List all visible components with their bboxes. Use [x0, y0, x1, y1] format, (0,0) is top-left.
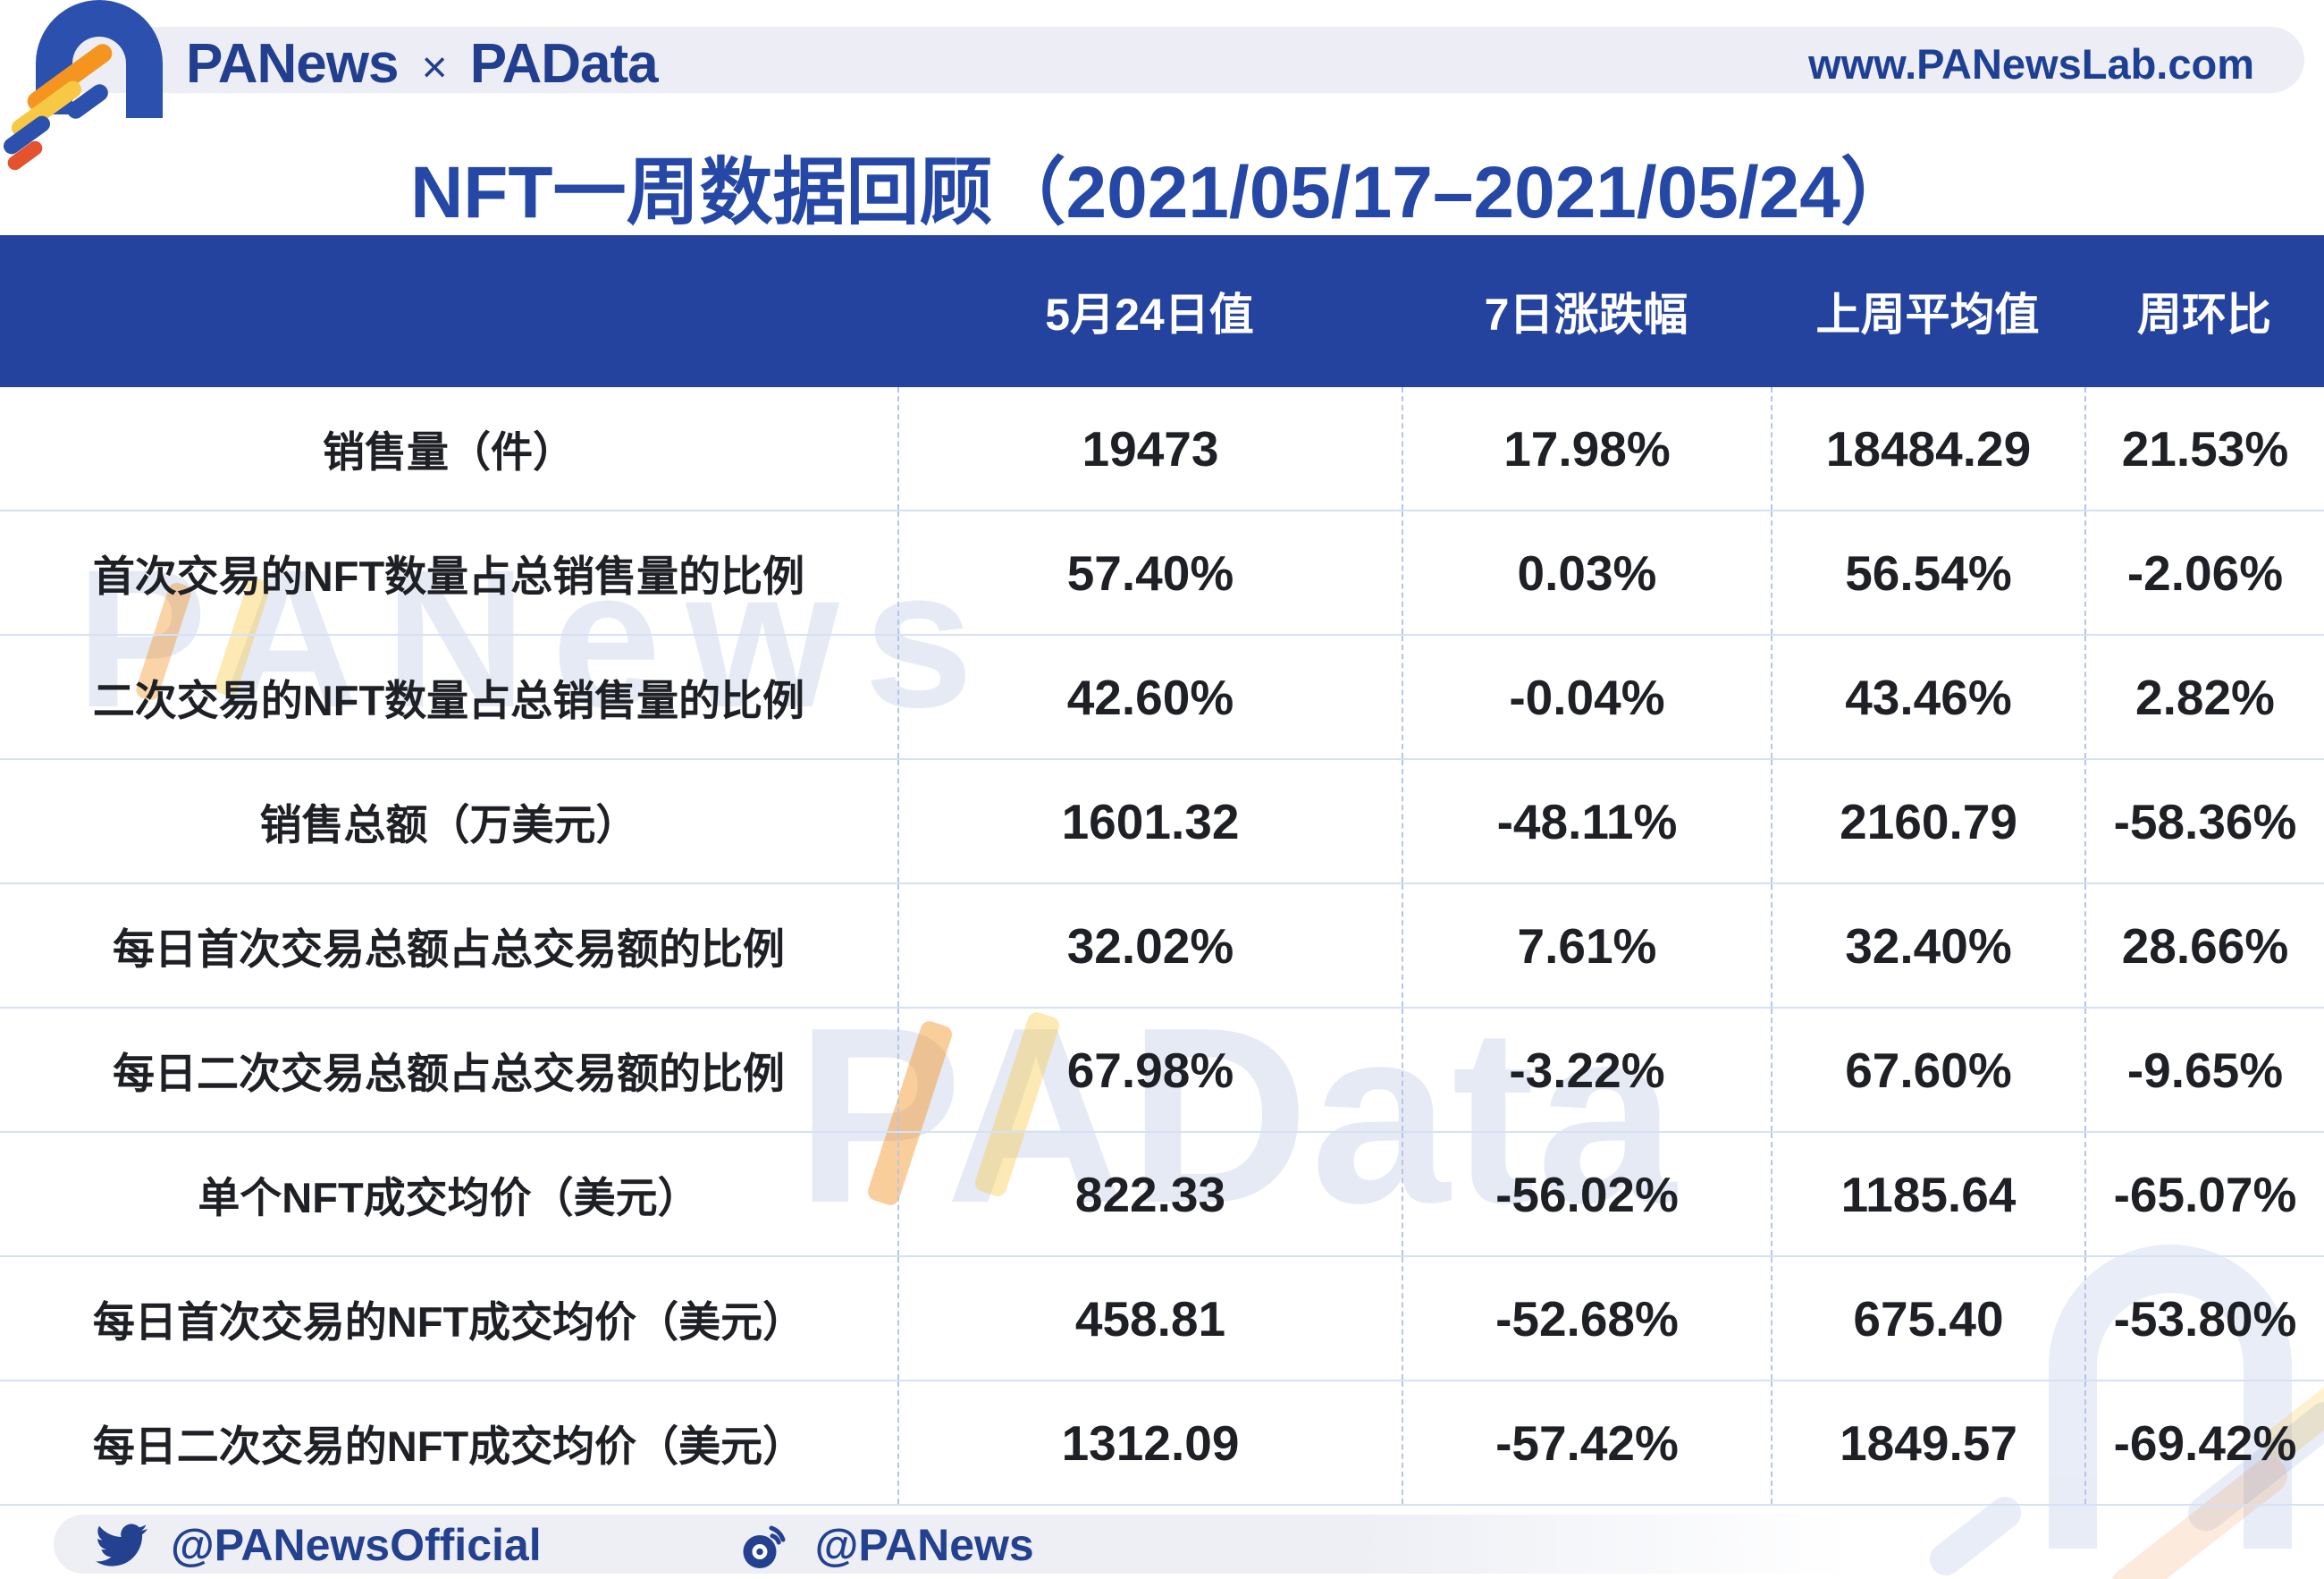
- cell-value: 1849.57: [1771, 1381, 2084, 1504]
- data-table: 5月24日值 7日涨跌幅 上周平均值 周环比 销售量（件） 19473 17.9…: [0, 235, 2324, 1506]
- row-label: 销售总额（万美元）: [259, 801, 638, 849]
- page-title: NFT一周数据回顾（2021/05/17–2021/05/24）: [410, 152, 1914, 233]
- cell-value: 822.33: [897, 1133, 1402, 1255]
- cell-value: 2.82%: [2084, 636, 2324, 758]
- watermark-padata-text: PAData: [796, 976, 1679, 1255]
- cell-value: 43.46%: [1771, 636, 2084, 758]
- cell-value: 67.60%: [1771, 1009, 2084, 1131]
- cell-value: -57.42%: [1402, 1381, 1771, 1504]
- table-row: 销售量（件） 19473 17.98% 18484.29 21.53%: [0, 387, 2324, 511]
- cell-value: 675.40: [1771, 1257, 2084, 1380]
- cell-value: 19473: [897, 387, 1402, 510]
- brand-panews: PANews: [186, 33, 399, 95]
- cell-value: -48.11%: [1402, 760, 1771, 882]
- table-row: 每日首次交易总额占总交易额的比例 32.02% 7.61% 32.40% 28.…: [0, 884, 2324, 1009]
- cell-value: 67.98%: [897, 1009, 1402, 1131]
- cell-value: 32.02%: [897, 884, 1402, 1007]
- cell-value: 1312.09: [897, 1381, 1402, 1504]
- row-label: 每日二次交易总额占总交易额的比例: [113, 1050, 785, 1097]
- cell-value: -0.04%: [1402, 636, 1771, 758]
- table-row: 首次交易的NFT数量占总销售量的比例 57.40% 0.03% 56.54% -…: [0, 511, 2324, 636]
- brand-multiply-sign: ×: [421, 42, 448, 92]
- weibo-handle: @PANews: [814, 1520, 1034, 1570]
- column-header: 7日涨跌幅: [1484, 290, 1688, 340]
- cell-value: 18484.29: [1771, 387, 2084, 510]
- column-header: 周环比: [2137, 290, 2271, 340]
- row-label: 每日首次交易总额占总交易额的比例: [113, 925, 785, 973]
- table-row: 销售总额（万美元） 1601.32 -48.11% 2160.79 -58.36…: [0, 760, 2324, 884]
- top-bar-strip: [52, 27, 2304, 93]
- weibo-icon: [743, 1525, 786, 1568]
- panews-logo-icon: [0, 0, 183, 173]
- cell-value: -2.06%: [2084, 511, 2324, 634]
- table-row: 单个NFT成交均价（美元） 822.33 -56.02% 1185.64 -65…: [0, 1133, 2324, 1257]
- column-header: 5月24日值: [1045, 290, 1254, 340]
- cell-value: -52.68%: [1402, 1257, 1771, 1380]
- row-label: 每日二次交易的NFT成交均价（美元）: [92, 1423, 805, 1470]
- table-row: 每日二次交易的NFT成交均价（美元） 1312.09 -57.42% 1849.…: [0, 1381, 2324, 1506]
- cell-value: -58.36%: [2084, 760, 2324, 882]
- cell-value: -3.22%: [1402, 1009, 1771, 1131]
- column-header-empty: [0, 235, 897, 387]
- row-label: 二次交易的NFT数量占总销售量的比例: [92, 677, 805, 724]
- logo-arch-leg: [126, 89, 163, 118]
- column-header: 上周平均值: [1815, 290, 2040, 340]
- brand-padata: PAData: [469, 33, 659, 95]
- table-header-row: 5月24日值 7日涨跌幅 上周平均值 周环比: [0, 235, 2324, 387]
- cell-value: -9.65%: [2084, 1009, 2324, 1131]
- cell-value: 2160.79: [1771, 760, 2084, 882]
- twitter-handle: @PANewsOfficial: [171, 1520, 542, 1570]
- social-bar: @PANewsOfficial @PANews: [94, 1517, 1034, 1573]
- footer-strip: [54, 1515, 1868, 1574]
- row-label: 每日首次交易的NFT成交均价（美元）: [92, 1298, 805, 1346]
- cell-value: 32.40%: [1771, 884, 2084, 1007]
- cell-value: 28.66%: [2084, 884, 2324, 1007]
- cell-value: 56.54%: [1771, 511, 2084, 634]
- cell-value: 57.40%: [897, 511, 1402, 634]
- cell-value: 1601.32: [897, 760, 1402, 882]
- cell-value: 17.98%: [1402, 387, 1771, 510]
- cell-value: 1185.64: [1771, 1133, 2084, 1255]
- cell-value: -53.80%: [2084, 1257, 2324, 1380]
- cell-value: 0.03%: [1402, 511, 1771, 634]
- row-label: 首次交易的NFT数量占总销售量的比例: [92, 553, 805, 600]
- table-row: 每日首次交易的NFT成交均价（美元） 458.81 -52.68% 675.40…: [0, 1257, 2324, 1381]
- cell-value: -65.07%: [2084, 1133, 2324, 1255]
- row-label: 单个NFT成交均价（美元）: [198, 1174, 700, 1221]
- row-label: 销售量（件）: [323, 428, 575, 476]
- cell-value: 458.81: [897, 1257, 1402, 1380]
- brand-lockup: PANews × PAData: [186, 32, 659, 96]
- cell-value: 7.61%: [1402, 884, 1771, 1007]
- website-url: www.PANewsLab.com: [1808, 40, 2254, 88]
- table-row: 二次交易的NFT数量占总销售量的比例 42.60% -0.04% 43.46% …: [0, 636, 2324, 760]
- cell-value: -56.02%: [1402, 1133, 1771, 1255]
- watermark-panews-text: PANews: [76, 528, 998, 748]
- cell-value: 21.53%: [2084, 387, 2324, 510]
- cell-value: 42.60%: [897, 636, 1402, 758]
- cell-value: -69.42%: [2084, 1381, 2324, 1504]
- twitter-icon: [96, 1524, 147, 1566]
- table-row: 每日二次交易总额占总交易额的比例 67.98% -3.22% 67.60% -9…: [0, 1009, 2324, 1133]
